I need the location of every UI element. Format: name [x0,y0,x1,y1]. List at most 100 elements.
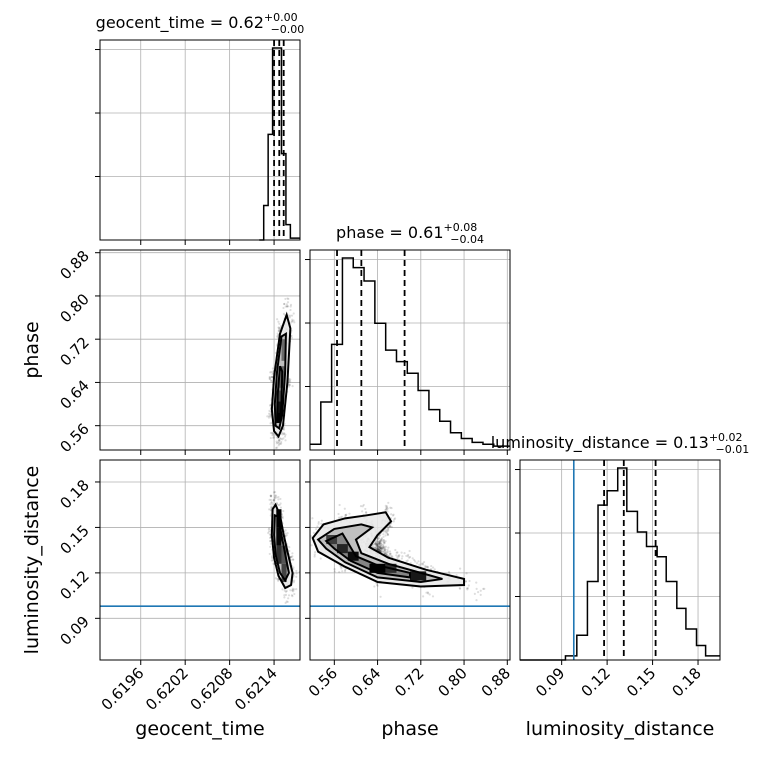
scatter-point [269,514,272,517]
scatter-point [267,531,270,535]
scatter-point [269,403,272,407]
contour-line [273,331,287,431]
scatter-point [387,546,390,549]
scatter-point [317,522,320,525]
scatter-point [291,595,294,598]
scatter-point [269,379,273,382]
scatter-point [333,568,336,571]
scatter-point [359,505,363,508]
scatter-point [378,546,381,549]
scatter-point [267,416,271,419]
scatter-point [270,380,273,383]
scatter-point [285,305,289,308]
x-tick-label: 0.64 [348,664,384,700]
scatter-point [269,494,273,497]
scatter-point [269,414,272,417]
scatter-point [270,501,273,504]
scatter-point [386,529,389,532]
scatter-point [269,539,272,543]
scatter-point [377,546,380,549]
scatter-point [382,535,385,538]
scatter-point [385,505,389,508]
x-axis-label-phase: phase [381,718,438,740]
scatter-point [409,555,412,559]
scatter-point [348,512,351,515]
scatter-point [374,547,377,550]
scatter-point [392,520,395,523]
x-tick-label: 0.15 [623,664,659,700]
scatter-point [276,336,279,339]
scatter-point [273,491,277,494]
scatter-point [270,376,273,379]
scatter-point [422,563,425,566]
x-tick-label: 0.18 [669,664,705,700]
scatter-point [377,547,380,551]
scatter-point [430,564,433,568]
scatter-point [292,558,295,561]
scatter-point [283,302,286,306]
scatter-point [278,503,281,507]
scatter-point [291,589,294,592]
scatter-point [382,533,385,536]
scatter-point [320,522,323,525]
scatter-point [408,549,411,553]
scatter-point [376,546,379,549]
scatter-point [338,571,341,574]
scatter-point [289,589,292,592]
scatter-point [378,539,382,542]
scatter-point [426,566,429,569]
scatter-point [424,565,428,569]
scatter-point [275,446,279,449]
scatter-point [377,540,380,543]
y-tick-label: 0.64 [56,377,92,413]
scatter-point [389,506,392,509]
scatter-point [291,558,295,561]
x-tick-label: 0.56 [305,664,341,700]
scatter-point [277,495,280,499]
scatter-point [274,494,278,497]
scatter-point [268,498,271,501]
scatter-point [316,525,319,528]
scatter-point [380,538,383,541]
scatter-point [312,531,315,534]
y-axis-label-luminosity_distance: luminosity_distance [21,466,43,655]
scatter-point [378,543,382,546]
scatter-point [425,591,428,594]
scatter-point [379,548,382,551]
scatter-point [379,546,382,549]
scatter-point [465,587,469,590]
scatter-point [377,548,381,551]
scatter-point [270,370,273,374]
scatter-point [398,554,401,557]
scatter-point [426,565,429,568]
scatter-point [477,591,480,594]
scatter-point [266,415,269,418]
scatter-point [294,533,296,535]
scatter-point [385,506,388,509]
scatter-point [278,327,281,330]
scatter-point [386,507,389,510]
scatter-point [376,540,379,543]
scatter-point [384,552,387,555]
scatter-point [308,518,310,520]
scatter-point [378,542,381,545]
scatter-point [284,601,287,605]
scatter-point [289,305,292,308]
scatter-point [271,432,274,435]
scatter-point [310,535,313,538]
scatter-point [269,494,272,497]
scatter-point [314,551,317,554]
scatter-point [278,439,281,442]
scatter-point [275,442,278,445]
contour-fill [318,524,443,582]
scatter-point [297,542,299,544]
scatter-point [479,593,482,596]
scatter-point [290,336,293,339]
scatter-point [390,506,393,510]
scatter-point [384,552,387,555]
scatter-point [362,503,365,507]
scatter-point [286,305,290,308]
scatter-point [378,546,382,549]
scatter-point [396,557,399,560]
scatter-point [288,379,291,382]
